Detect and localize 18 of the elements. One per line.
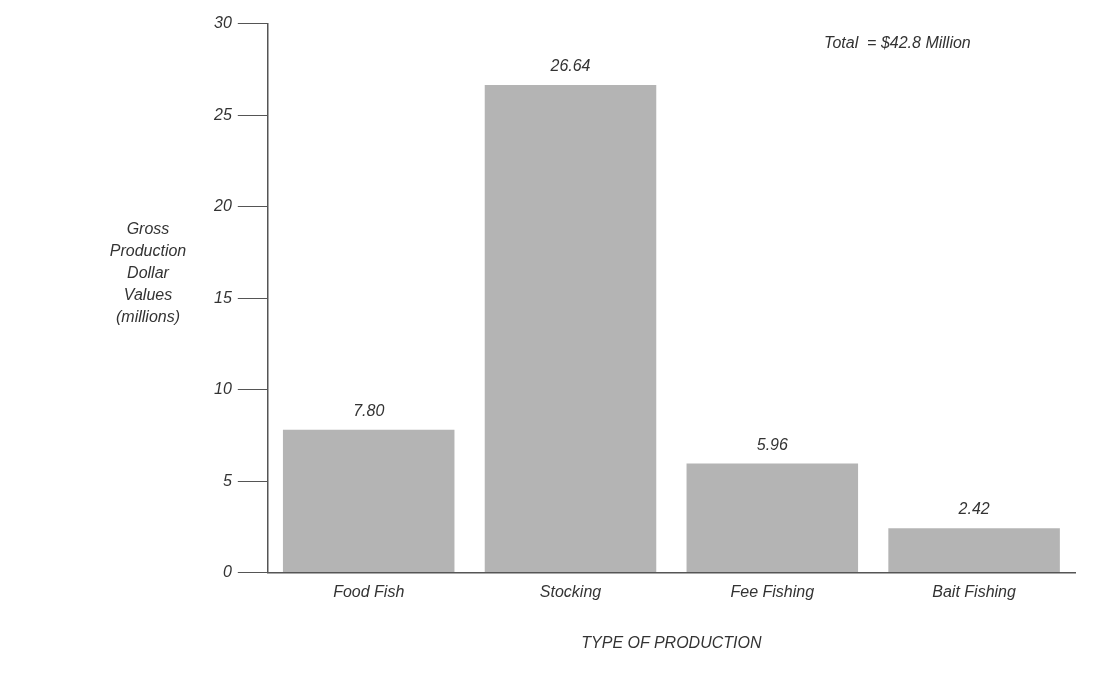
y-axis-title: Gross Production Dollar Values (millions)	[109, 220, 187, 326]
y-tick-label: 15	[214, 288, 232, 306]
x-tick-label: Fee Fishing	[730, 582, 815, 600]
y-tick-label: 5	[222, 471, 232, 489]
y-tick-label: 20	[213, 197, 232, 215]
x-tick-label: Bait Fishing	[932, 582, 1016, 600]
y-tick-label: 30	[214, 14, 232, 32]
data-label: 7.80	[353, 401, 385, 419]
x-tick-label: Stocking	[539, 582, 602, 600]
data-label: 26.64	[549, 57, 591, 75]
y-tick-label: 25	[213, 105, 232, 123]
data-label: 5.96	[756, 435, 788, 453]
data-label: 2.42	[957, 500, 990, 518]
x-tick-label: Food Fish	[333, 582, 405, 600]
y-tick-label: 10	[214, 380, 232, 398]
y-tick-label: 0	[222, 563, 232, 581]
annotation: Total = $42.8 Million	[824, 33, 971, 51]
x-axis-title: TYPE OF PRODUCTION	[581, 633, 762, 651]
